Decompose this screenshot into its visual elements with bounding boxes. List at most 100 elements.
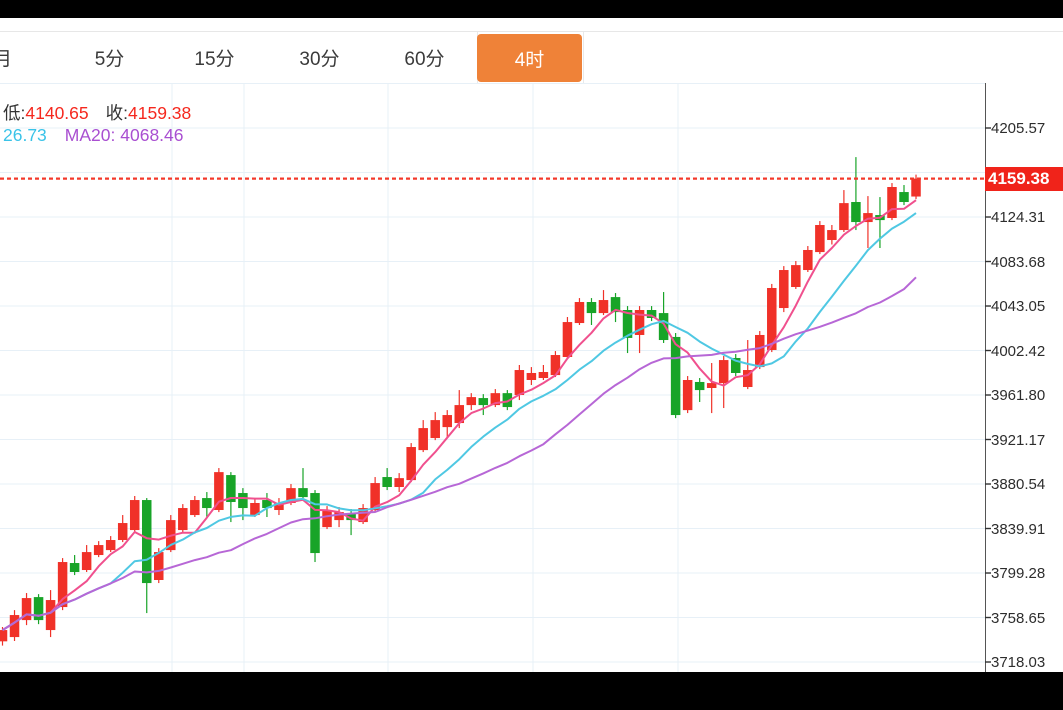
candle-body: [730, 357, 741, 373]
price-axis-label: 3758.65: [991, 609, 1046, 627]
price-axis-label: 3839.91: [991, 520, 1046, 538]
tab-4hour-label: 4时: [514, 49, 545, 71]
candle-body: [478, 398, 489, 406]
candle-body: [682, 379, 693, 411]
candle-body: [322, 510, 332, 528]
ma20-label: MA20:: [64, 125, 116, 145]
low-label: 低:: [3, 103, 26, 123]
candle-body: [767, 287, 777, 350]
tab-15min[interactable]: 15分: [162, 32, 268, 83]
candle-body: [514, 370, 525, 396]
candle-body: [851, 202, 861, 223]
candle-body: [598, 300, 609, 314]
candle-body: [178, 508, 188, 531]
candle-body: [706, 383, 717, 388]
tab-5min-label: 5分: [94, 49, 125, 70]
tab-60min[interactable]: 60分: [372, 32, 478, 83]
candle-body: [129, 500, 140, 531]
candle-body: [887, 187, 897, 219]
candle-body: [406, 447, 416, 481]
candle-body: [622, 310, 633, 338]
candle-body: [839, 203, 849, 231]
candle-body: [670, 336, 681, 416]
price-axis-label: 3961.80: [991, 387, 1046, 404]
candle-body: [190, 500, 200, 516]
candle-body: [250, 502, 260, 516]
price-axis-label: 4205.57: [991, 120, 1046, 137]
current-price-tag: 4159.38: [985, 166, 1063, 191]
candle-body: [550, 355, 561, 376]
price-axis-label: 3880.54: [991, 476, 1046, 493]
ma20-value: 4068.46: [120, 125, 184, 145]
candle-body: [779, 270, 789, 309]
tab-15min-label: 15分: [194, 49, 235, 70]
tab-month-label: 月: [0, 44, 12, 71]
candle-body: [0, 630, 8, 642]
ma10-value-partial: 26.73: [3, 125, 47, 145]
candle-body: [490, 393, 501, 406]
candle-body: [442, 415, 452, 428]
ma10-line: [1, 212, 917, 631]
candle-body: [755, 334, 765, 368]
candle-body: [9, 615, 20, 638]
candle-body: [815, 225, 825, 253]
tab-30min[interactable]: 30分: [267, 32, 373, 83]
candle-body: [562, 322, 573, 357]
tab-60min-label: 60分: [404, 49, 445, 70]
candle-body: [574, 302, 585, 324]
timeframe-tabbar: 月 5分 15分 30分 60分 4时: [0, 18, 1063, 83]
tab-4hour[interactable]: 4时: [477, 34, 582, 82]
candle-body: [394, 478, 404, 488]
candle-body: [803, 249, 813, 271]
candle-body: [262, 500, 272, 509]
bottom-black-bar: [0, 672, 1063, 710]
candle-body: [694, 381, 705, 391]
candle-body: [334, 512, 344, 521]
candle-body: [69, 563, 80, 573]
candle-body: [298, 488, 308, 498]
price-axis-label: 3921.17: [991, 431, 1046, 449]
candle-body: [346, 513, 356, 521]
price-axis-label: 4002.42: [991, 342, 1046, 360]
candle-body: [358, 508, 368, 523]
low-value: 4140.65: [25, 103, 89, 123]
candle-body: [718, 360, 729, 384]
candle-body: [238, 493, 248, 509]
candle-body: [634, 310, 645, 335]
candle-body: [33, 597, 44, 621]
close-label: 收:: [105, 103, 129, 123]
candle-body: [610, 297, 621, 313]
candle-body: [286, 488, 296, 503]
candle-body: [370, 483, 380, 511]
candle-body: [141, 500, 152, 584]
price-axis-label: 4043.05: [991, 298, 1046, 315]
candle-body: [466, 397, 477, 406]
ma-legend: 26.73 MA20: 4068.46: [3, 125, 184, 146]
price-axis-label: 3799.28: [991, 565, 1046, 582]
candle-body: [586, 302, 597, 314]
candle-body: [502, 393, 513, 408]
price-axis-label: 3718.03: [991, 654, 1046, 671]
candle-body: [226, 475, 236, 503]
candle-body: [863, 213, 873, 223]
timeframe-tabrow: 月 5分 15分 30分 60分 4时: [0, 31, 1063, 83]
candle-body: [538, 372, 549, 379]
candle-body: [214, 472, 224, 511]
candle-body: [911, 178, 921, 197]
close-value: 4159.38: [128, 103, 192, 123]
tab-30min-label: 30分: [299, 49, 340, 70]
candle-body: [117, 523, 128, 541]
candle-body: [105, 540, 116, 551]
tab-5min[interactable]: 5分: [57, 32, 163, 83]
candle-body: [81, 552, 92, 571]
candle-body: [791, 265, 801, 288]
ohlc-legend: 低:4140.65 收:4159.38: [3, 100, 191, 125]
candle-body: [658, 313, 669, 341]
chart-plot[interactable]: [0, 83, 1063, 672]
ma20-line: [1, 276, 917, 631]
candle-body: [310, 493, 320, 554]
candle-body: [93, 545, 104, 556]
tab-month[interactable]: 月: [0, 32, 58, 83]
candle-body: [274, 502, 284, 511]
tab-4hour-cell: 4时: [477, 32, 584, 83]
